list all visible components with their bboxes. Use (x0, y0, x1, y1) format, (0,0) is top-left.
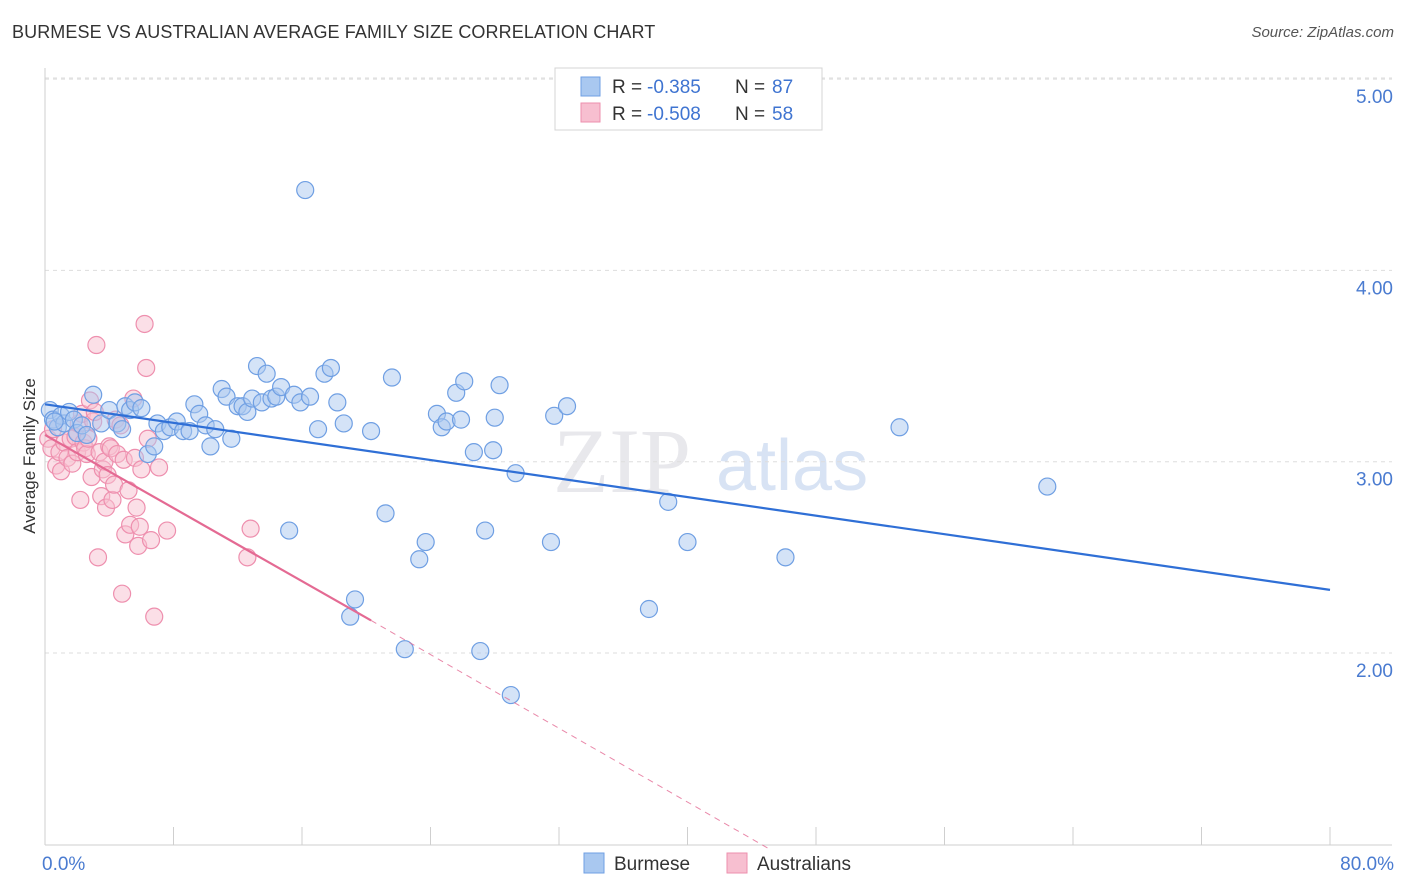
australians-swatch (580, 102, 601, 123)
australians-n-label: N = (735, 104, 765, 125)
burmese-point-57 (361, 421, 381, 441)
burmese-point-59 (382, 368, 402, 387)
burmese-point-85 (1038, 477, 1057, 496)
australians-point-45 (127, 498, 146, 517)
burmese-point-9 (77, 425, 96, 445)
source-label: Source: ZipAtlas.com (1251, 24, 1394, 41)
australians-point-55 (157, 521, 177, 540)
burmese-point-73 (485, 408, 504, 427)
australians-point-23 (87, 335, 106, 355)
stats-legend: R = -0.385 N = 87 R = -0.508 N = 58 (554, 67, 823, 131)
y-tick-labels: 2.00 3.00 4.00 5.00 (1356, 87, 1393, 682)
y-tick-label-0: 2.00 (1356, 661, 1393, 682)
series-legend: Burmese Australians (583, 852, 851, 875)
australians-point-24 (88, 548, 108, 567)
legend-australians-swatch (726, 852, 748, 874)
australians-point-53 (145, 607, 164, 626)
australians-point-41 (119, 481, 138, 500)
australians-point-49 (135, 314, 154, 334)
burmese-point-78 (545, 406, 564, 425)
burmese-r-label: R = (612, 77, 642, 98)
burmese-point-55 (341, 607, 360, 626)
burmese-point-45 (280, 521, 299, 540)
burmese-point-75 (501, 685, 520, 705)
legend-burmese-swatch (583, 852, 605, 874)
burmese-n-label: N = (735, 77, 765, 98)
burmese-point-77 (541, 532, 561, 552)
y-tick-label-1: 3.00 (1356, 470, 1393, 491)
burmese-point-84 (890, 418, 909, 437)
burmese-point-60 (395, 640, 414, 659)
australians-point-33 (103, 490, 122, 510)
australians-point-13 (71, 490, 90, 510)
chart-title: BURMESE VS AUSTRALIAN AVERAGE FAMILY SIZ… (12, 22, 656, 42)
burmese-point-80 (639, 599, 659, 619)
australians-n-value: 58 (772, 104, 793, 125)
australians-points (39, 314, 260, 626)
burmese-point-48 (296, 180, 315, 200)
australians-point-47 (130, 517, 149, 536)
axes (44, 68, 1392, 846)
burmese-point-53 (328, 393, 347, 412)
australians-r-label: R = (612, 104, 642, 125)
burmese-point-58 (376, 504, 395, 523)
burmese-point-70 (471, 641, 490, 661)
australians-point-54 (149, 458, 169, 477)
australians-point-50 (137, 358, 156, 378)
burmese-point-71 (476, 521, 495, 540)
x-tick-label-min: 0.0% (42, 854, 85, 875)
burmese-swatch (580, 76, 601, 97)
burmese-point-49 (300, 387, 320, 406)
burmese-point-61 (410, 550, 429, 569)
burmese-point-68 (455, 372, 474, 391)
burmese-point-41 (257, 364, 276, 383)
burmese-point-10 (84, 385, 103, 404)
watermark-atlas: atlas (716, 426, 868, 506)
burmese-points (40, 180, 1057, 705)
burmese-trend-line (44, 403, 1331, 591)
burmese-point-54 (334, 414, 353, 433)
burmese-point-82 (678, 532, 697, 552)
burmese-point-52 (321, 358, 341, 378)
burmese-point-30 (201, 437, 220, 456)
australians-point-56 (238, 548, 257, 567)
burmese-point-50 (308, 420, 328, 439)
burmese-point-14 (112, 420, 132, 439)
australians-point-48 (132, 460, 151, 479)
australians-point-57 (241, 519, 260, 538)
australians-trend-extension (370, 620, 769, 849)
burmese-point-20 (145, 437, 164, 456)
x-tick-label-max: 80.0% (1340, 854, 1394, 875)
burmese-point-72 (484, 441, 503, 460)
burmese-point-69 (464, 443, 483, 462)
australians-r-value: -0.508 (647, 104, 701, 125)
burmese-n-value: 87 (772, 77, 793, 98)
legend-burmese-label: Burmese (614, 854, 690, 875)
y-axis-title: Average Family Size (20, 378, 39, 534)
burmese-point-83 (776, 548, 795, 567)
burmese-r-value: -0.385 (647, 77, 701, 98)
burmese-point-18 (132, 399, 151, 418)
legend-australians-label: Australians (757, 854, 851, 875)
burmese-point-74 (490, 376, 509, 395)
burmese-point-67 (451, 410, 471, 429)
gridlines (45, 77, 1392, 654)
burmese-point-86 (45, 412, 64, 431)
burmese-point-79 (557, 397, 577, 416)
burmese-point-62 (416, 532, 435, 552)
australians-point-52 (141, 531, 161, 550)
burmese-point-56 (345, 590, 365, 609)
australians-trend-line (44, 433, 372, 622)
australians-point-38 (112, 584, 132, 603)
trend-lines (44, 403, 1331, 849)
y-tick-label-2: 4.00 (1356, 278, 1393, 299)
y-tick-label-3: 5.00 (1356, 87, 1393, 108)
